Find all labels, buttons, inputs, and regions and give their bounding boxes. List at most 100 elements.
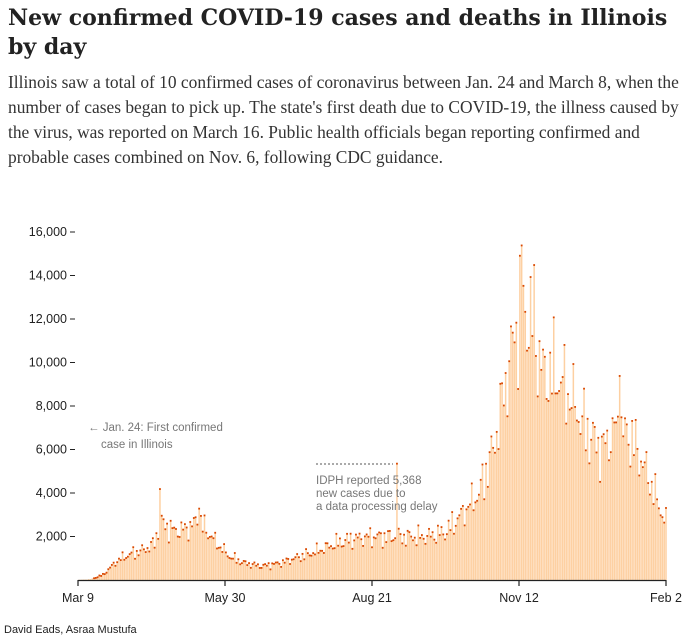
case-bar <box>107 568 110 580</box>
case-bar <box>155 532 158 580</box>
death-dot <box>176 535 179 538</box>
case-bar <box>593 426 596 580</box>
death-dot <box>314 553 316 556</box>
death-dot <box>207 537 209 540</box>
death-dot <box>182 528 185 531</box>
case-bar <box>259 567 261 580</box>
case-bar <box>168 542 170 580</box>
case-bar <box>419 537 421 580</box>
death-dot <box>486 485 489 488</box>
death-dot <box>150 541 152 543</box>
x-tick-label: May 30 <box>205 591 246 605</box>
case-bar <box>520 245 523 581</box>
case-bar <box>617 416 619 580</box>
case-bar <box>346 533 348 580</box>
case-bar <box>89 579 92 580</box>
case-bar <box>581 415 583 580</box>
death-dot <box>362 545 364 547</box>
case-bar <box>567 393 569 580</box>
death-dot <box>141 544 144 547</box>
death-dot <box>96 576 99 579</box>
death-dot <box>98 574 101 577</box>
case-bar <box>563 344 566 580</box>
case-bar <box>185 527 188 580</box>
death-dot <box>419 536 422 539</box>
case-bar <box>528 347 530 580</box>
death-dot <box>148 550 151 553</box>
case-bar <box>291 559 293 580</box>
case-bar <box>251 563 254 580</box>
case-bar <box>255 565 257 580</box>
death-dot <box>162 518 165 521</box>
death-dot <box>563 344 566 346</box>
case-bar <box>299 560 302 580</box>
death-dot <box>228 557 231 559</box>
case-bar <box>636 448 639 580</box>
death-dot <box>588 462 591 465</box>
death-dot <box>349 532 352 535</box>
death-dot <box>618 375 621 377</box>
death-dot <box>488 451 491 454</box>
death-dot <box>624 417 626 420</box>
case-bar <box>121 551 124 580</box>
case-bar <box>455 525 457 580</box>
death-dot <box>306 552 309 555</box>
death-dot <box>107 568 110 571</box>
death-dot <box>294 556 297 559</box>
case-bar <box>447 520 450 580</box>
death-dot <box>502 404 505 407</box>
death-dot <box>246 564 249 566</box>
death-dot <box>346 532 348 535</box>
death-dot <box>595 451 598 454</box>
case-bar <box>221 551 224 580</box>
death-dot <box>191 525 193 528</box>
case-bar <box>111 564 113 580</box>
case-bar <box>538 340 541 580</box>
case-bar <box>241 562 243 580</box>
death-dot <box>385 541 388 543</box>
death-dot <box>337 544 340 547</box>
case-bar <box>144 551 147 580</box>
case-bar <box>267 562 270 580</box>
case-bar <box>499 383 502 580</box>
death-dot <box>460 507 462 510</box>
death-dot <box>445 533 448 536</box>
case-bar <box>599 481 601 580</box>
case-bar <box>305 548 307 580</box>
case-bar <box>442 534 445 580</box>
death-dot <box>656 498 658 501</box>
case-bar <box>485 463 487 580</box>
case-bar <box>387 530 389 580</box>
death-dot <box>267 562 270 565</box>
case-bar <box>201 531 204 580</box>
death-dot <box>454 524 457 527</box>
case-bar <box>405 545 407 580</box>
death-dot <box>271 562 274 565</box>
case-bar <box>271 562 273 580</box>
death-dot <box>310 554 313 557</box>
case-bar <box>362 545 364 580</box>
case-bar <box>440 526 443 580</box>
death-dot <box>303 558 306 561</box>
death-dot <box>652 503 655 505</box>
death-dot <box>180 521 183 524</box>
death-dot <box>330 545 332 548</box>
case-bar <box>109 567 111 580</box>
death-dot <box>216 547 218 550</box>
case-bar <box>132 546 134 580</box>
case-bar <box>348 542 350 580</box>
case-bar <box>323 552 325 580</box>
death-dot <box>223 543 226 546</box>
case-bar <box>96 576 99 580</box>
death-dot <box>586 417 589 420</box>
death-dot <box>576 419 578 422</box>
case-bar <box>335 533 338 580</box>
case-bar <box>146 547 149 580</box>
case-bar <box>378 532 380 580</box>
case-bar <box>595 452 598 580</box>
case-bar <box>585 449 587 580</box>
case-bar <box>257 563 259 580</box>
case-bar <box>553 316 555 580</box>
case-bar <box>602 433 605 580</box>
case-bar <box>134 558 136 580</box>
